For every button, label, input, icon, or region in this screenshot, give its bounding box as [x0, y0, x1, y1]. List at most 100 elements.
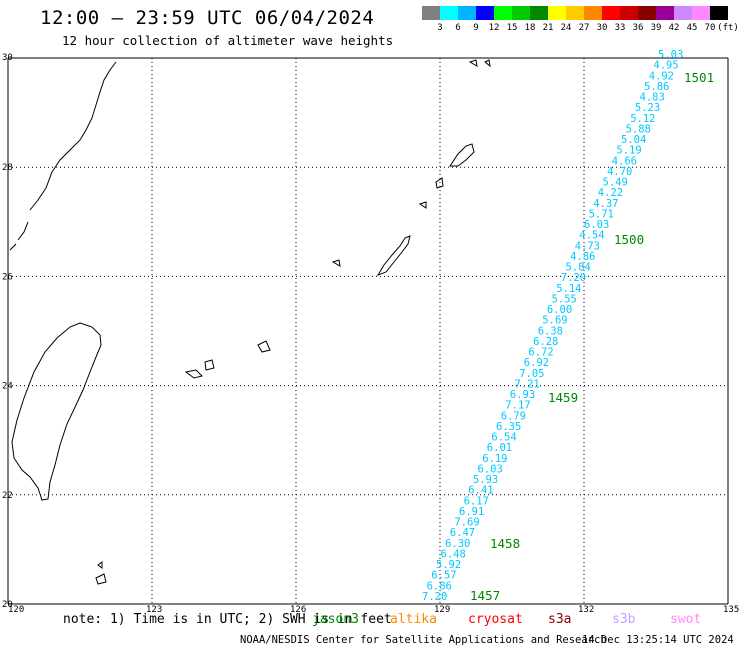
swh-value-label: 4.22 — [598, 187, 623, 199]
colorbar-tick-label: 36 — [632, 23, 644, 33]
swh-value-label: 5.92 — [436, 559, 461, 571]
colorbar-tick-label: 42 — [668, 23, 680, 33]
swh-value-label: 5.55 — [552, 293, 577, 305]
satellite-legend-cryosat: cryosat — [468, 612, 523, 627]
swh-value-label: 6.47 — [450, 527, 475, 539]
colorbar-tick-label: 45 — [686, 23, 698, 33]
colorbar-swatch — [548, 6, 566, 20]
y-tick-label: 22 — [2, 491, 13, 501]
swh-value-label: 6.19 — [482, 453, 507, 465]
colorbar-swatch — [458, 6, 476, 20]
y-tick-label: 26 — [2, 272, 13, 282]
track-time-label: 1458 — [490, 536, 520, 551]
swh-value-label: 6.57 — [431, 570, 456, 582]
satellite-legend-altika: altika — [390, 612, 437, 627]
yaeyama-coast — [184, 340, 271, 379]
swh-value-label: 4.70 — [607, 166, 632, 178]
colorbar-tick-label: 70 — [704, 23, 716, 33]
swh-value-label: 5.88 — [626, 123, 651, 135]
map-title: 12:00 – 23:59 UTC 06/04/2024 — [40, 7, 375, 29]
swh-value-label: 4.73 — [575, 240, 600, 252]
wave-height-colorbar: 3 6 9 12 15 18 21 24 27 30 33 36 39 42 45 70 (ft) — [422, 6, 739, 38]
swh-value-label: 6.41 — [468, 485, 493, 497]
colorbar-tick-label: 18 — [524, 23, 536, 33]
swh-value-label: 5.86 — [644, 81, 669, 93]
x-tick-label: 126 — [290, 605, 306, 615]
colorbar-tick-label: 6 — [455, 23, 461, 33]
swh-value-label: 6.30 — [445, 538, 470, 550]
swh-value-label: 6.03 — [478, 464, 503, 476]
swh-value-label: 5.69 — [542, 315, 567, 327]
ryukyu-coast-west — [9, 61, 117, 251]
swh-value-label: 7.17 — [505, 400, 530, 412]
x-tick-label: 132 — [578, 605, 594, 615]
swh-value-label: 6.86 — [427, 580, 452, 592]
lat-lon-grid — [7, 57, 729, 605]
track-time-labels: 1501 1500 1459 1458 1457 — [470, 70, 714, 603]
track-time-label: 1501 — [684, 70, 714, 85]
swh-value-label: 5.71 — [589, 208, 614, 220]
swh-value-label: 7.20 — [561, 272, 586, 284]
satellite-legend-swot: swot — [670, 612, 702, 627]
satellite-legend-s3a: s3a — [548, 612, 572, 627]
colorbar-swatch — [512, 6, 530, 20]
x-tick-label: 123 — [146, 605, 162, 615]
small-islands — [95, 59, 491, 585]
swh-value-label: 5.49 — [603, 177, 628, 189]
track-time-label: 1457 — [470, 588, 500, 603]
swh-value-label: 7.05 — [519, 368, 544, 380]
colorbar-tick-label: 3 — [437, 23, 443, 33]
colorbar-swatch — [674, 6, 692, 20]
swh-value-label: 4.86 — [570, 251, 595, 263]
swh-value-label: 6.00 — [547, 304, 572, 316]
colorbar-swatch — [530, 6, 548, 20]
track-time-label: 1500 — [614, 232, 644, 247]
colorbar-tick-label: 15 — [506, 23, 518, 33]
swh-value-label: 6.79 — [501, 410, 526, 422]
map-subtitle: 12 hour collection of altimeter wave hei… — [62, 33, 394, 48]
colorbar-tick-label: 27 — [578, 23, 590, 33]
jason3-track-values: 5.034.954.925.864.835.235.125.885.045.19… — [422, 49, 683, 603]
generation-timestamp: 14 Dec 13:25:14 UTC 2024 — [582, 634, 734, 646]
x-tick-label: 135 — [723, 605, 739, 615]
colorbar-swatch — [710, 6, 728, 20]
y-tick-label: 24 — [2, 382, 13, 392]
swh-value-label: 6.92 — [524, 357, 549, 369]
colorbar-swatch — [692, 6, 710, 20]
x-tick-label: 120 — [8, 605, 24, 615]
swh-value-label: 6.54 — [491, 432, 516, 444]
swh-value-label: 6.91 — [459, 506, 484, 518]
swh-value-label: 6.48 — [441, 549, 466, 561]
note-text: note: 1) Time is in UTC; 2) SWH is in fe… — [63, 612, 392, 627]
y-tick-label: 30 — [2, 53, 13, 63]
swh-value-label: 6.72 — [528, 347, 553, 359]
colorbar-tick-label: 9 — [473, 23, 479, 33]
colorbar-swatch — [440, 6, 458, 20]
swh-value-label: 6.35 — [496, 421, 521, 433]
colorbar-swatch — [584, 6, 602, 20]
colorbar-swatch — [566, 6, 584, 20]
swh-value-label: 6.93 — [510, 389, 535, 401]
colorbar-swatch — [656, 6, 674, 20]
colorbar-tick-label: 21 — [542, 23, 554, 33]
swh-value-label: 5.03 — [658, 49, 683, 61]
x-tick-label: 129 — [434, 605, 450, 615]
swh-value-label: 7.20 — [422, 591, 447, 603]
taiwan-coastline — [11, 322, 102, 501]
colorbar-tick-label: 24 — [560, 23, 572, 33]
swh-value-label: 6.38 — [538, 325, 563, 337]
swh-value-label: 5.84 — [566, 262, 591, 274]
swh-value-label: 4.66 — [612, 155, 637, 167]
colorbar-swatch — [422, 6, 440, 20]
satellite-legend-s3b: s3b — [612, 612, 636, 627]
swh-value-label: 4.54 — [579, 230, 604, 242]
swh-value-label: 6.01 — [487, 442, 512, 454]
swh-value-label: 6.28 — [533, 336, 558, 348]
okinawa-coast — [376, 235, 411, 276]
colorbar-tick-label: 30 — [596, 23, 608, 33]
swh-value-label: 6.17 — [464, 495, 489, 507]
swh-value-label: 6.03 — [584, 219, 609, 231]
colorbar-swatch — [602, 6, 620, 20]
swh-value-label: 5.93 — [473, 474, 498, 486]
